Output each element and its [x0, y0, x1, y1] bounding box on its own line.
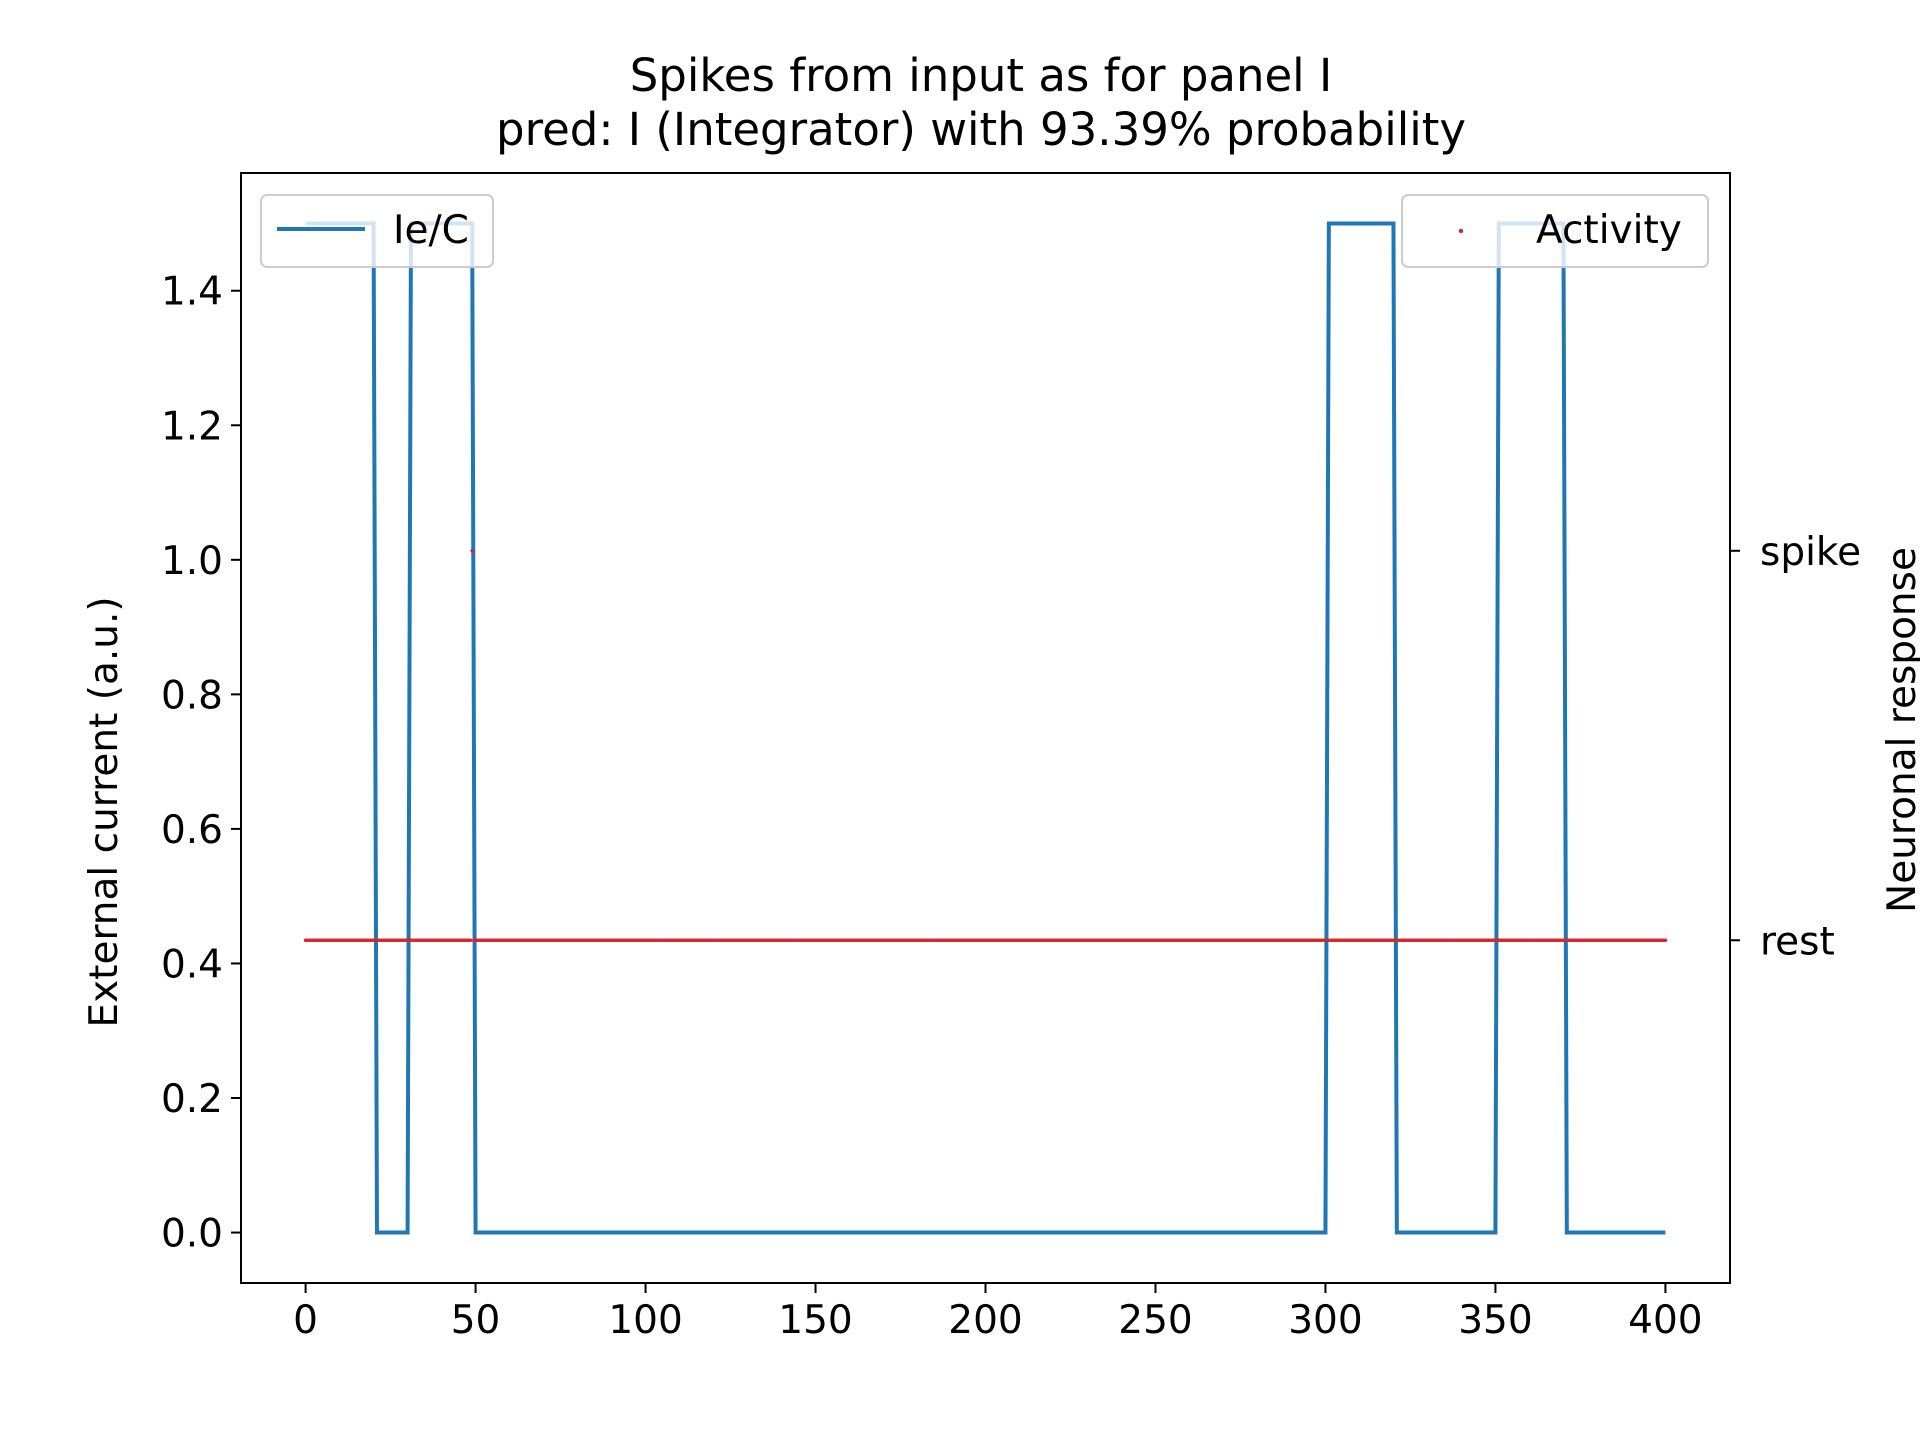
y-tick-label-4: 0.8 [161, 673, 223, 718]
y-tick-label-1: 0.2 [161, 1077, 223, 1122]
x-tick-label-150: 150 [778, 1298, 852, 1343]
right-tick-label-spike: spike [1760, 530, 1861, 575]
legend-ie: Ie/C [260, 194, 494, 268]
y-axis-right: spike rest [1730, 530, 1861, 964]
y-tick-label-7: 1.4 [161, 270, 223, 315]
legend-ie-box [260, 194, 494, 268]
x-tick-label-300: 300 [1288, 1298, 1362, 1343]
y-tick-label-3: 0.6 [161, 808, 223, 853]
y-tick-label-6: 1.2 [161, 404, 223, 449]
series-activity-dots [303, 548, 1668, 943]
legend-activity-label: Activity [1536, 208, 1682, 253]
legend-activity: Activity [1401, 194, 1709, 268]
activity-point [1663, 938, 1668, 943]
y-axis-label: External current (a.u.) [82, 596, 127, 1027]
legend-activity-swatch [1458, 228, 1464, 234]
x-tick-label-200: 200 [948, 1298, 1022, 1343]
x-tick-label-400: 400 [1628, 1298, 1702, 1343]
legend-activity-box [1401, 194, 1709, 268]
x-tick-label-0: 0 [293, 1298, 318, 1343]
x-tick-label-50: 50 [451, 1298, 501, 1343]
x-tick-label-100: 100 [608, 1298, 682, 1343]
activity-point [468, 938, 473, 943]
legend-ie-label: Ie/C [393, 208, 469, 253]
x-tick-label-250: 250 [1118, 1298, 1192, 1343]
y-tick-label-0: 0.0 [161, 1212, 223, 1257]
chart-title: Spikes from input as for panel I [630, 49, 1333, 102]
activity-spike-point [470, 548, 474, 553]
series-ie-line [305, 221, 1666, 1235]
y-axis-label-right: Neuronal response [1880, 547, 1920, 913]
plot-frame [240, 172, 1731, 1284]
y-axis-left: 0.0 0.2 0.4 0.6 0.8 1.0 1.2 1.4 [161, 270, 241, 1257]
plot-area [303, 221, 1668, 1235]
right-tick-label-rest: rest [1760, 919, 1835, 964]
x-axis: 0 50 100 150 200 250 300 350 400 [293, 1283, 1703, 1343]
y-tick-label-5: 1.0 [161, 539, 223, 584]
y-tick-label-2: 0.4 [161, 942, 223, 987]
chart-subtitle: pred: I (Integrator) with 93.39% probabi… [496, 103, 1466, 156]
x-tick-label-350: 350 [1458, 1298, 1532, 1343]
